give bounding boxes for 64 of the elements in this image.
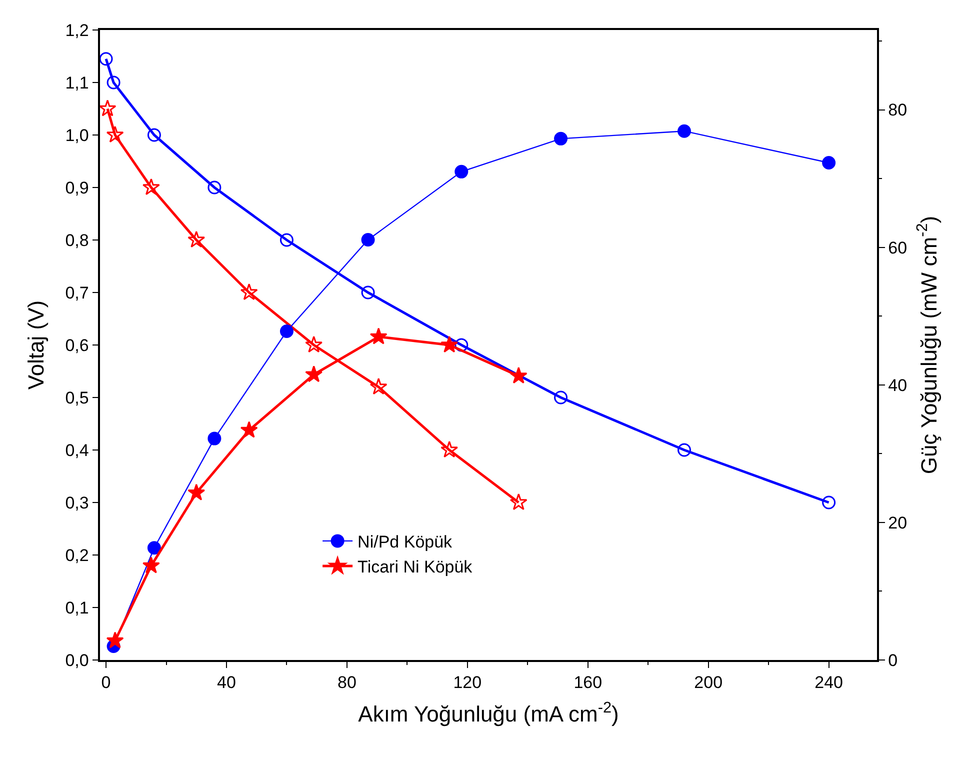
- y-axis-title: Voltaj (V): [24, 300, 49, 390]
- point: [280, 324, 294, 338]
- point: [454, 164, 468, 178]
- x-tick-label: 160: [574, 673, 602, 692]
- y-tick-label: 1,1: [65, 73, 89, 92]
- y-tick-label: 0,6: [65, 336, 89, 355]
- y2-tick-label: 40: [888, 376, 908, 395]
- point: [370, 328, 388, 344]
- point: [510, 493, 528, 510]
- point: [822, 496, 836, 510]
- point: [106, 76, 120, 90]
- y-tick-label: 0,9: [65, 178, 89, 198]
- point: [554, 132, 568, 146]
- y2-tick-label: 80: [888, 100, 908, 120]
- point: [240, 421, 258, 438]
- point: [370, 378, 388, 395]
- point: [678, 443, 692, 457]
- y-tick-label: 0,0: [65, 650, 89, 670]
- y-tick-label: 0,7: [65, 283, 89, 302]
- point: [100, 100, 116, 116]
- x-tick-label: 40: [217, 673, 236, 692]
- point: [678, 124, 692, 138]
- x-axis-title: Akım Yoğunluğu (mA cm$^{-2}$): [358, 699, 619, 727]
- point: [208, 432, 222, 446]
- y2-tick-label: 20: [888, 513, 908, 532]
- y-tick-label: 0,2: [65, 546, 89, 565]
- point: [305, 336, 323, 353]
- point: [510, 366, 528, 384]
- point: [361, 286, 375, 300]
- point: [240, 283, 258, 300]
- y-tick-label: 0,8: [65, 230, 89, 250]
- y-tick-label: 1,0: [65, 126, 89, 145]
- legend-label: Ticari Ni Köpük: [358, 558, 473, 577]
- y-tick-label: 0,3: [65, 493, 89, 512]
- point: [106, 632, 124, 648]
- point: [100, 52, 113, 66]
- y2-tick-label: 0: [888, 650, 898, 670]
- point: [142, 178, 160, 196]
- point: [554, 390, 568, 404]
- y-tick-label: 0,4: [65, 440, 89, 460]
- point: [188, 230, 206, 248]
- x-tick-label: 120: [453, 673, 482, 692]
- x-tick-label: 240: [814, 673, 843, 692]
- point: [440, 440, 458, 458]
- point: [147, 541, 161, 555]
- point: [208, 180, 222, 194]
- y-tick-label: 0,5: [65, 388, 89, 408]
- y-tick-label: 0,1: [65, 598, 89, 618]
- point: [188, 484, 206, 500]
- point: [305, 365, 323, 382]
- point: [142, 556, 160, 574]
- y-tick-label: 1,2: [65, 20, 89, 40]
- legend-label: Ni/Pd Köpük: [358, 532, 453, 552]
- x-tick-label: 0: [101, 673, 111, 692]
- point: [454, 338, 468, 352]
- point: [361, 233, 375, 247]
- x-tick-label: 200: [694, 673, 723, 692]
- point: [147, 128, 161, 142]
- x-tick-label: 80: [337, 673, 356, 692]
- point: [440, 336, 458, 353]
- point: [106, 126, 124, 143]
- y2-tick-label: 60: [888, 238, 908, 258]
- point: [822, 156, 836, 170]
- point: [280, 233, 294, 247]
